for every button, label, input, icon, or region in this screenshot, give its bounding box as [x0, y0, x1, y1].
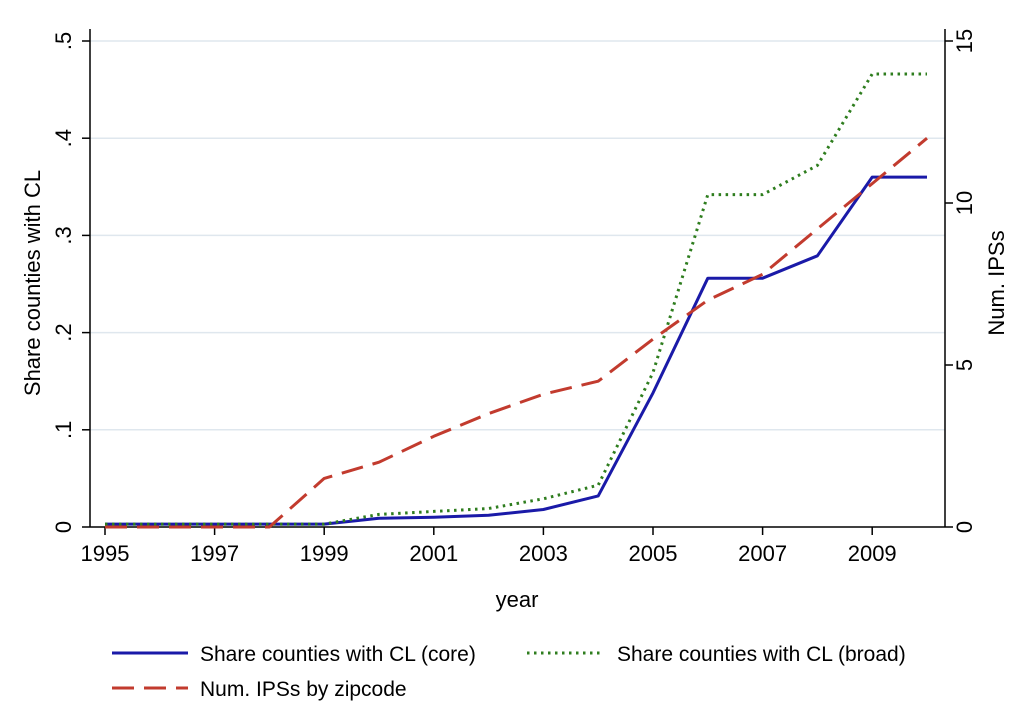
x-tick-label: 2003 [519, 541, 568, 566]
y-right-tick-label: 10 [952, 191, 977, 215]
x-tick-label: 1997 [190, 541, 239, 566]
gridlines [90, 40, 945, 431]
legend: Share counties with CL (core) Share coun… [112, 643, 906, 701]
y-left-tick-label: 0 [51, 521, 76, 533]
series-line-1 [105, 175, 927, 526]
axes [82, 29, 953, 535]
x-axis-title: year [496, 587, 539, 612]
x-tick-label: 2007 [738, 541, 787, 566]
y-axis-left-title: Share counties with CL [20, 170, 45, 396]
x-tick-label: 2005 [629, 541, 678, 566]
y-left-tick-label: .2 [51, 323, 76, 341]
y-right-tick-label: 5 [952, 359, 977, 371]
y-axis-right-title: Num. IPSs [984, 230, 1009, 335]
legend-label-broad: Share counties with CL (broad) [617, 643, 906, 666]
x-tick-label: 2001 [409, 541, 458, 566]
legend-label-ipss: Num. IPSs by zipcode [200, 678, 407, 701]
y-right-tick-label: 15 [952, 29, 977, 53]
y-right-tick-label: 0 [952, 521, 977, 533]
series-line-2 [105, 72, 927, 526]
tick-labels: .5 .4 .3 .2 .1 0 15 10 5 0 1995 1997 1999 2001 2003 200… [51, 29, 977, 566]
legend-label-core: Share counties with CL (core) [200, 643, 476, 666]
x-tick-label: 1995 [81, 541, 130, 566]
series-line-3 [105, 137, 928, 529]
y-left-tick-label: .3 [51, 226, 76, 244]
data-series [105, 72, 928, 529]
x-tick-label: 2009 [848, 541, 897, 566]
y-left-tick-label: .1 [51, 421, 76, 439]
y-left-tick-label: .4 [51, 129, 76, 147]
x-tick-label: 1999 [300, 541, 349, 566]
y-left-tick-label: .5 [51, 32, 76, 50]
